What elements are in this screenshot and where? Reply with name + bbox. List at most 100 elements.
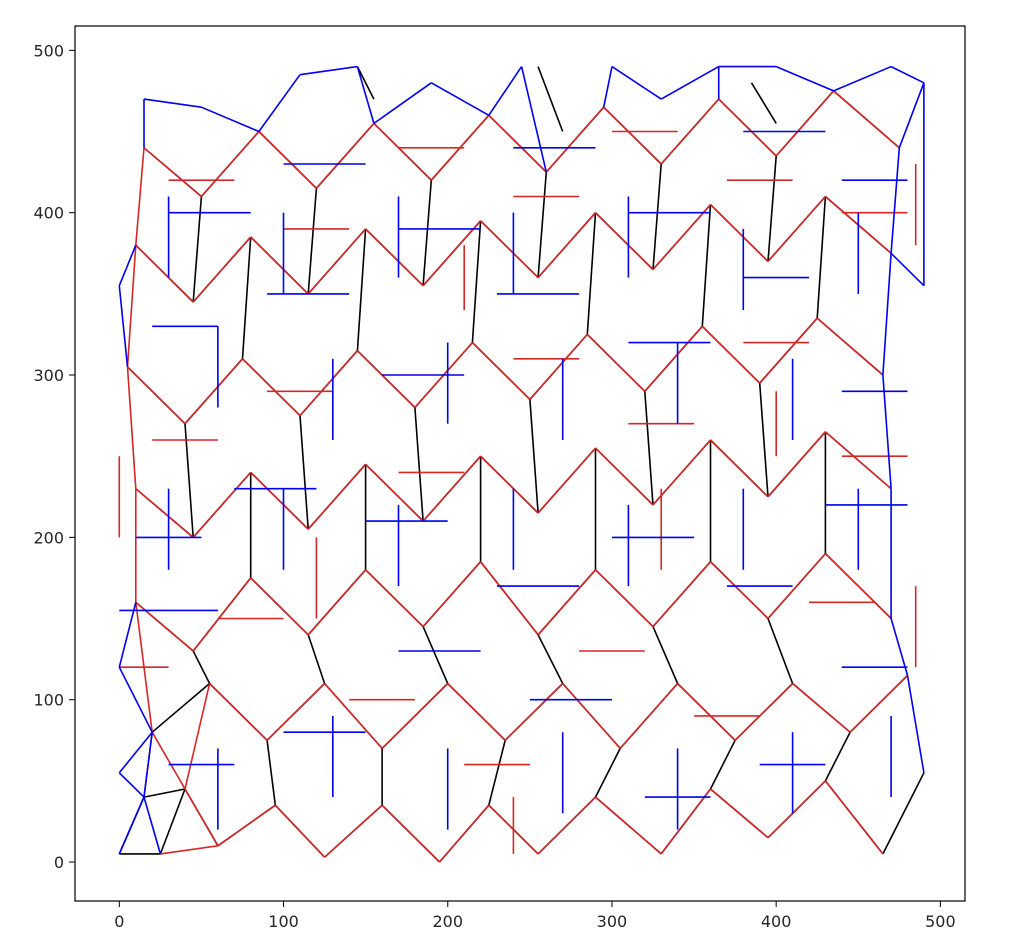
edge-blue-10 — [882, 374, 892, 489]
edge-red-26 — [734, 682, 794, 741]
edge-black-119 — [414, 407, 424, 522]
edge-black-96 — [537, 66, 564, 132]
edge-blue-30 — [660, 65, 720, 100]
edge-black-103 — [709, 739, 736, 790]
edge-black-130 — [307, 188, 318, 294]
plot-area — [118, 65, 925, 863]
edge-black-129 — [192, 196, 203, 303]
edge-red-50 — [480, 455, 539, 514]
edge-red-35 — [422, 561, 482, 628]
edge-red-60 — [241, 358, 301, 417]
edge-red-24 — [619, 682, 679, 749]
edge-blue-19 — [143, 98, 202, 108]
edge-red-22 — [504, 682, 564, 741]
edge-red-85 — [135, 147, 145, 246]
edge-blue-3 — [118, 731, 153, 774]
edge-black-106 — [307, 634, 326, 684]
edge-red-1 — [184, 788, 219, 847]
edge-blue-15 — [890, 252, 925, 287]
edge-blue-13 — [898, 82, 925, 149]
y-tick-label: 500 — [33, 41, 64, 60]
edge-red-10 — [660, 788, 712, 855]
edge-red-20 — [381, 682, 449, 749]
edge-red-2 — [217, 804, 276, 847]
edge-red-18 — [266, 682, 326, 741]
edge-red-51 — [537, 447, 597, 514]
edge-red-74 — [250, 236, 309, 295]
edge-black-132 — [537, 172, 548, 278]
edge-black-131 — [422, 180, 433, 286]
edge-black-104 — [824, 731, 851, 782]
edge-red-42 — [824, 553, 892, 620]
edge-red-11 — [709, 788, 769, 839]
edge-red-86 — [143, 147, 202, 198]
edge-red-96 — [718, 98, 777, 157]
edge-red-4 — [324, 804, 383, 858]
edge-red-3 — [274, 804, 326, 858]
edge-red-39 — [652, 561, 712, 628]
edge-black-133 — [652, 163, 662, 270]
x-tick-label: 300 — [597, 912, 628, 931]
edge-blue-1 — [143, 796, 162, 855]
edge-red-62 — [356, 350, 416, 409]
edge-red-98 — [833, 90, 900, 149]
edge-series-blue — [118, 65, 925, 855]
edge-red-53 — [652, 439, 712, 506]
edge-red-92 — [488, 114, 547, 173]
edge-black-124 — [356, 228, 367, 351]
edge-blue-29 — [611, 65, 662, 100]
edge-red-87 — [200, 130, 260, 198]
axes-frame — [74, 25, 966, 902]
edge-blue-12 — [890, 147, 901, 254]
edge-red-49 — [422, 455, 482, 522]
edge-red-70 — [816, 317, 884, 376]
y-tick-label: 300 — [33, 366, 64, 385]
edge-blue-35 — [890, 65, 925, 84]
edge-red-65 — [529, 333, 588, 400]
edge-red-16 — [184, 683, 211, 790]
edge-red-52 — [594, 447, 654, 506]
edge-black-107 — [422, 626, 449, 684]
edge-black-2 — [143, 788, 186, 798]
edge-black-127 — [701, 204, 712, 327]
x-tick-label: 400 — [761, 912, 792, 931]
edge-blue-24 — [373, 82, 432, 125]
edge-blue-23 — [356, 66, 375, 124]
edge-red-73 — [192, 236, 252, 303]
edge-red-68 — [701, 325, 761, 384]
edge-red-47 — [307, 463, 367, 530]
edge-red-67 — [644, 325, 703, 392]
x-axis: 0 100 200 300 400 500 — [114, 901, 956, 931]
edge-red-25 — [677, 682, 736, 741]
edge-black-117 — [184, 423, 194, 538]
edge-red-6 — [438, 804, 490, 863]
edge-blue-26 — [488, 66, 523, 116]
edge-blue-21 — [258, 74, 301, 132]
edge-red-94 — [603, 106, 662, 165]
edge-red-95 — [660, 98, 720, 165]
edge-blue-27 — [520, 66, 548, 173]
edge-series-red — [118, 90, 917, 863]
edge-black-122 — [758, 383, 769, 497]
edge-blue-0 — [118, 796, 145, 855]
edge-black-1 — [159, 788, 186, 855]
x-tick-label: 0 — [114, 912, 124, 931]
edge-red-69 — [759, 317, 818, 384]
edge-red-77 — [422, 220, 482, 287]
edge-red-13 — [824, 780, 884, 855]
edge-blue-7 — [906, 675, 925, 773]
edge-red-90 — [373, 122, 432, 181]
edge-red-82 — [709, 204, 769, 262]
edge-red-23 — [562, 682, 621, 749]
edge-blue-8 — [890, 618, 909, 676]
edge-blue-20 — [201, 106, 260, 133]
edge-blue-22 — [299, 65, 358, 76]
edge-black-99 — [266, 740, 277, 806]
edge-black-110 — [767, 618, 794, 684]
edge-black-17 — [151, 682, 211, 733]
x-tick-label: 200 — [432, 912, 463, 931]
edge-blue-34 — [833, 65, 892, 92]
edge-red-64 — [471, 342, 531, 400]
edge-red-45 — [192, 471, 252, 538]
